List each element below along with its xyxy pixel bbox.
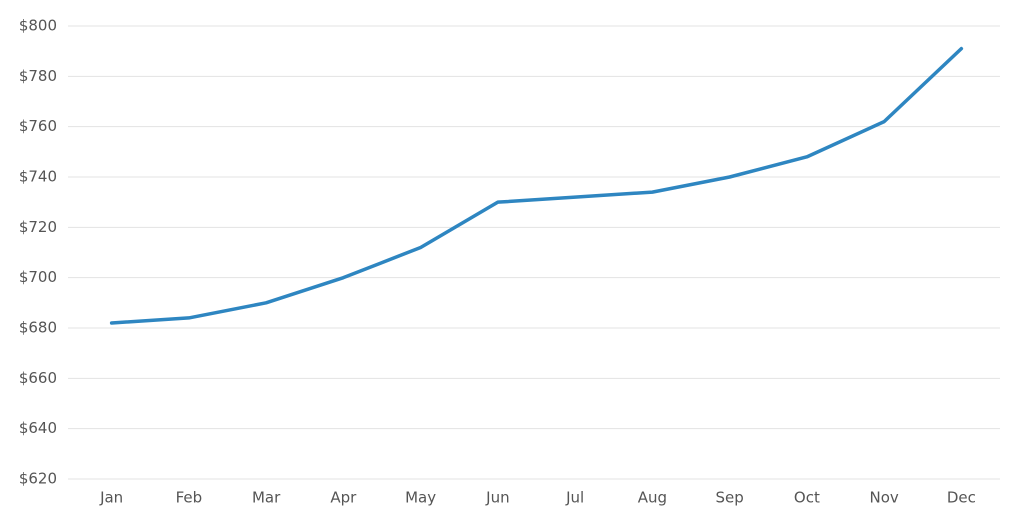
y-tick-label: $680: [19, 319, 57, 337]
x-tick-label: Jan: [99, 489, 123, 507]
x-tick-label: Mar: [252, 489, 281, 507]
x-tick-label: Apr: [330, 489, 357, 507]
line-series: [109, 46, 964, 325]
x-tick-label: Aug: [638, 489, 667, 507]
x-tick-label: Nov: [869, 489, 898, 507]
y-tick-label: $720: [19, 218, 57, 236]
x-tick-label: Jul: [565, 489, 584, 507]
x-tick-label: Jun: [485, 489, 509, 507]
y-tick-label: $780: [19, 67, 57, 85]
y-tick-label: $800: [19, 17, 57, 35]
y-tick-label: $700: [19, 268, 57, 286]
x-tick-label: Dec: [947, 489, 976, 507]
y-tick-label: $760: [19, 117, 57, 135]
y-tick-label: $620: [19, 470, 57, 488]
x-tick-label: Oct: [794, 489, 820, 507]
x-tick-label: Sep: [715, 489, 743, 507]
x-tick-label: Feb: [176, 489, 203, 507]
y-tick-label: $660: [19, 369, 57, 387]
x-tick-label: May: [405, 489, 436, 507]
y-tick-label: $640: [19, 419, 57, 437]
y-tick-label: $740: [19, 168, 57, 186]
